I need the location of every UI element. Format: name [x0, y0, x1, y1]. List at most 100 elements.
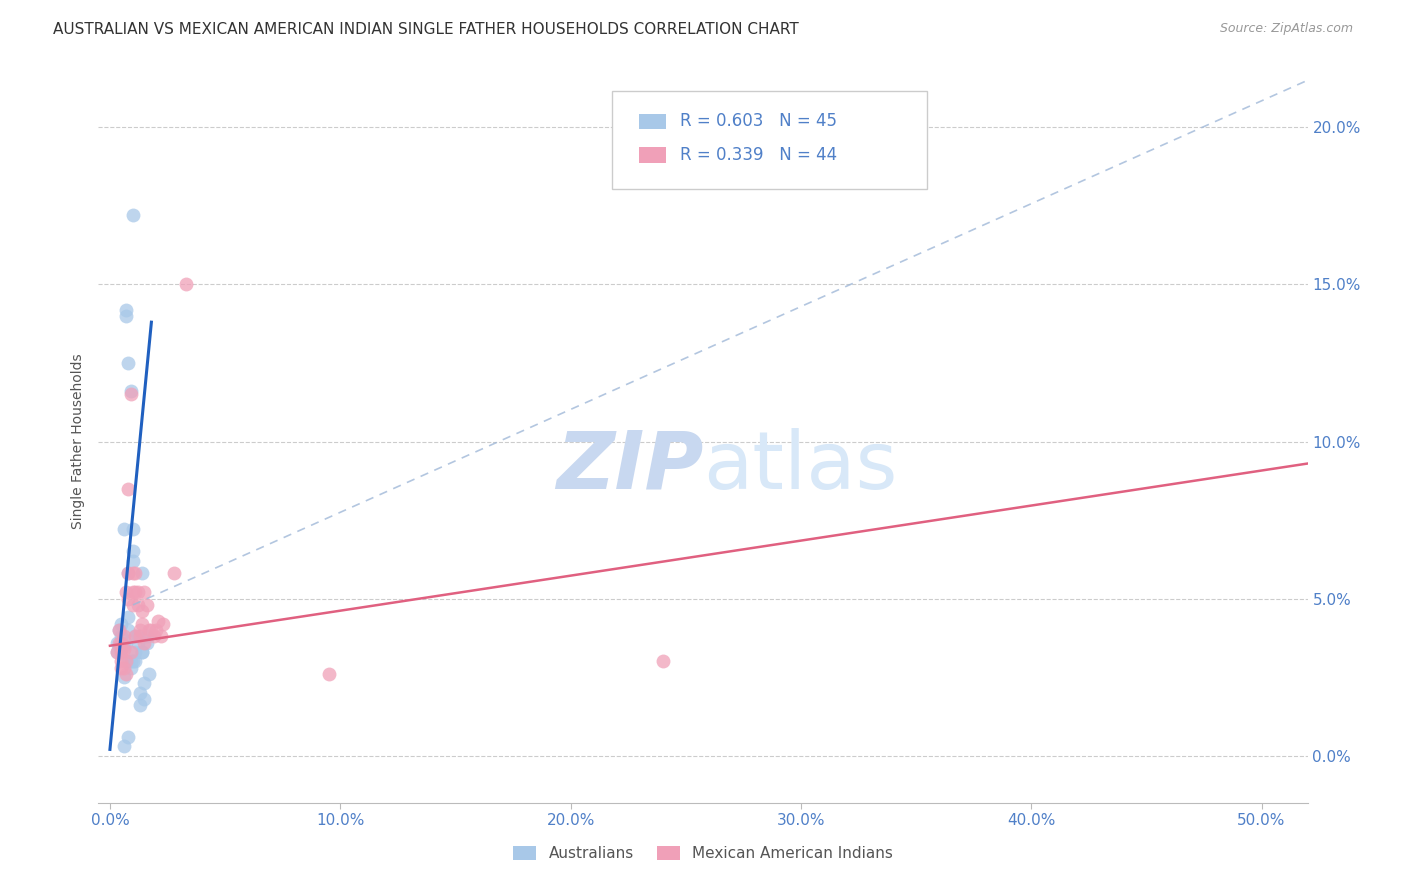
Point	[124, 629, 146, 643]
Point	[142, 629, 165, 643]
Point	[115, 585, 138, 599]
Point	[115, 655, 138, 669]
Point	[117, 482, 139, 496]
Point	[115, 302, 138, 317]
Point	[112, 639, 135, 653]
Point	[134, 692, 156, 706]
Text: R = 0.339   N = 44: R = 0.339 N = 44	[681, 145, 837, 164]
Point	[112, 629, 135, 643]
Point	[174, 277, 197, 292]
Text: R = 0.603   N = 45: R = 0.603 N = 45	[681, 112, 837, 130]
Point	[128, 686, 150, 700]
Point	[120, 384, 142, 399]
Point	[108, 635, 131, 649]
Point	[120, 655, 142, 669]
Point	[124, 629, 146, 643]
Legend: Australians, Mexican American Indians: Australians, Mexican American Indians	[508, 840, 898, 867]
Point	[110, 635, 132, 649]
Y-axis label: Single Father Households: Single Father Households	[72, 354, 86, 529]
Point	[120, 661, 142, 675]
Text: AUSTRALIAN VS MEXICAN AMERICAN INDIAN SINGLE FATHER HOUSEHOLDS CORRELATION CHART: AUSTRALIAN VS MEXICAN AMERICAN INDIAN SI…	[53, 22, 799, 37]
Point	[127, 629, 149, 643]
Point	[163, 566, 186, 581]
Point	[108, 639, 131, 653]
Point	[112, 661, 135, 675]
Point	[131, 645, 153, 659]
Point	[145, 623, 167, 637]
Point	[112, 686, 135, 700]
Point	[135, 635, 157, 649]
Point	[138, 667, 160, 681]
Point	[110, 661, 132, 675]
Point	[134, 676, 156, 690]
FancyBboxPatch shape	[613, 91, 927, 189]
Point	[110, 655, 132, 669]
Point	[117, 566, 139, 581]
Point	[651, 655, 673, 669]
Point	[134, 635, 156, 649]
Point	[122, 655, 145, 669]
Point	[128, 698, 150, 713]
Point	[105, 645, 128, 659]
Point	[110, 635, 132, 649]
Point	[122, 554, 145, 568]
Point	[135, 598, 157, 612]
Point	[148, 614, 170, 628]
Point	[122, 523, 145, 537]
Point	[112, 670, 135, 684]
Point	[117, 591, 139, 606]
Point	[122, 544, 145, 558]
Point	[149, 629, 172, 643]
Point	[131, 616, 153, 631]
Point	[108, 623, 131, 637]
Text: ZIP: ZIP	[555, 428, 703, 506]
Point	[115, 635, 138, 649]
Point	[131, 604, 153, 618]
Point	[110, 641, 132, 656]
Point	[108, 623, 131, 637]
Point	[128, 623, 150, 637]
Point	[112, 523, 135, 537]
Point	[124, 585, 146, 599]
Point	[128, 629, 150, 643]
Point	[117, 356, 139, 370]
FancyBboxPatch shape	[638, 147, 665, 162]
Point	[120, 387, 142, 401]
Point	[124, 645, 146, 659]
Point	[117, 730, 139, 744]
Point	[138, 623, 160, 637]
Point	[110, 616, 132, 631]
Point	[135, 629, 157, 643]
Point	[112, 641, 135, 656]
Point	[115, 667, 138, 681]
Point	[122, 598, 145, 612]
Point	[124, 655, 146, 669]
Point	[117, 610, 139, 624]
Point	[122, 566, 145, 581]
Point	[127, 635, 149, 649]
Point	[117, 566, 139, 581]
Point	[112, 739, 135, 754]
Point	[122, 208, 145, 222]
Point	[115, 309, 138, 323]
FancyBboxPatch shape	[638, 113, 665, 129]
Point	[110, 645, 132, 659]
Point	[124, 566, 146, 581]
Point	[134, 585, 156, 599]
Point	[127, 585, 149, 599]
Point	[141, 623, 163, 637]
Point	[117, 623, 139, 637]
Point	[120, 645, 142, 659]
Point	[318, 667, 340, 681]
Point	[117, 655, 139, 669]
Point	[131, 566, 153, 581]
Point	[152, 616, 174, 631]
Point	[110, 629, 132, 643]
Point	[127, 598, 149, 612]
Point	[105, 645, 128, 659]
Point	[131, 645, 153, 659]
Point	[122, 585, 145, 599]
Text: atlas: atlas	[703, 428, 897, 506]
Point	[105, 635, 128, 649]
Text: Source: ZipAtlas.com: Source: ZipAtlas.com	[1219, 22, 1353, 36]
